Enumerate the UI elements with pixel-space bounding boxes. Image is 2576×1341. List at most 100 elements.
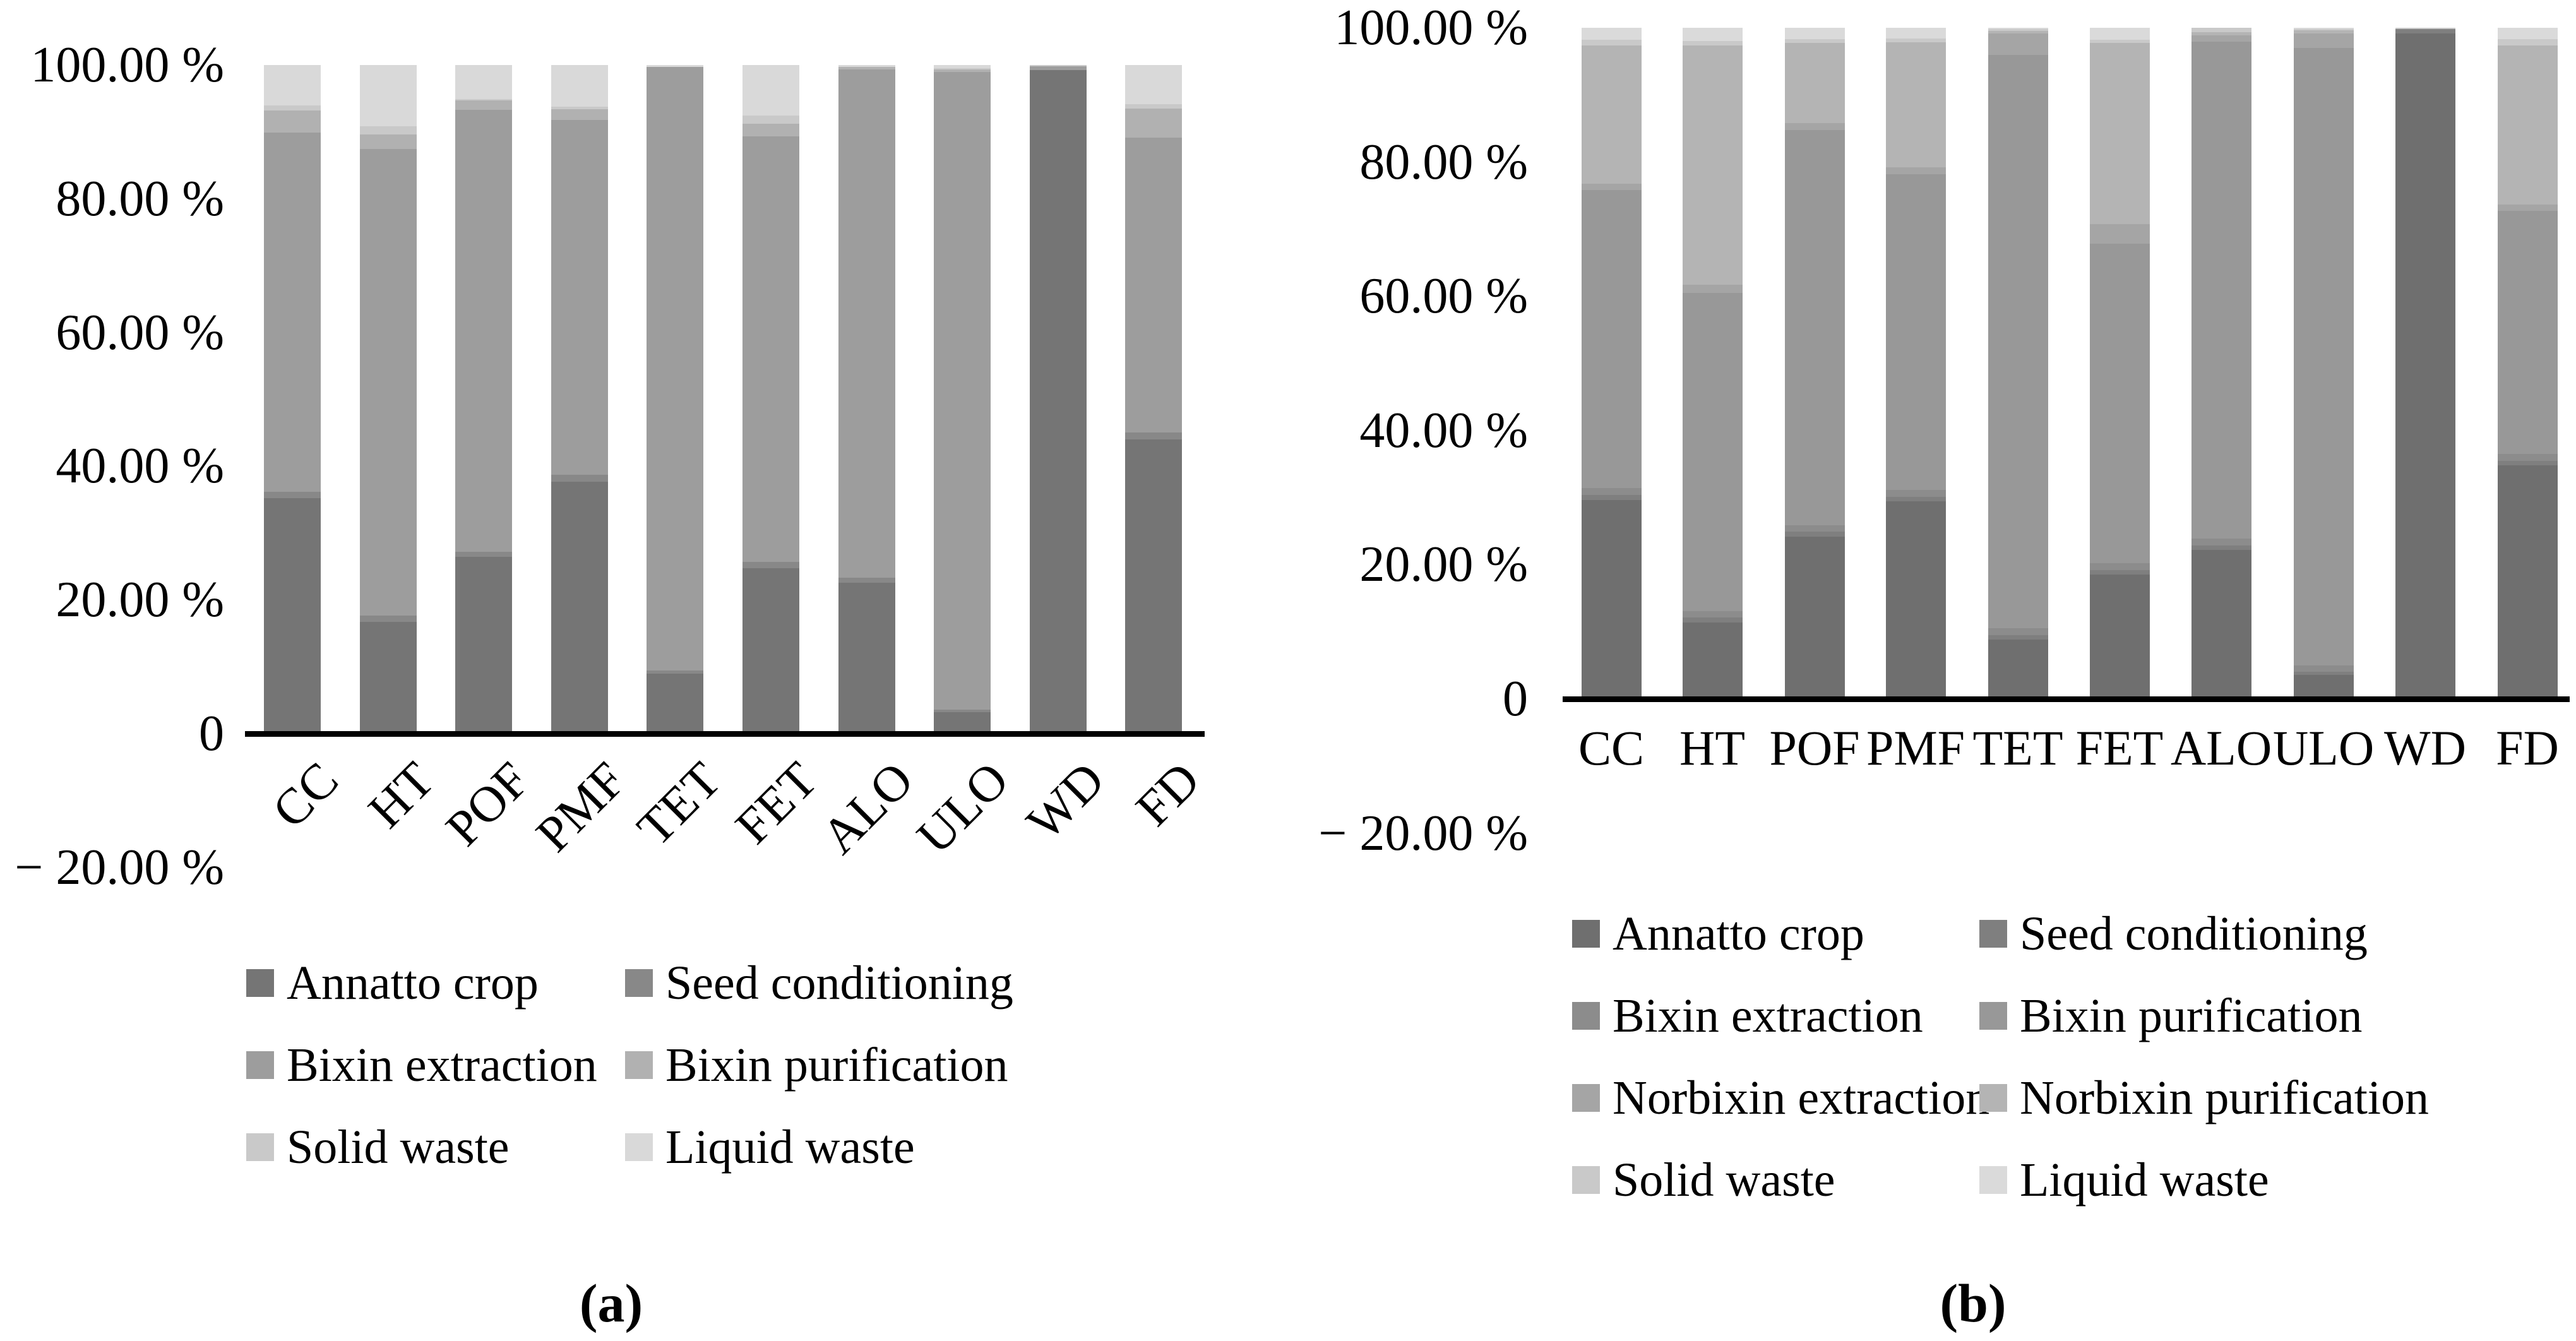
bar-segment-ht-liquid-waste [1682, 28, 1743, 42]
x-axis-line [245, 731, 1205, 737]
bar-segment-alo-annatto-crop [838, 582, 895, 734]
bar-segment-wd-solid-waste [1030, 65, 1087, 67]
legend-swatch-liquid-waste [1979, 1166, 2007, 1194]
bar-segment-fet-seed-conditioning [742, 561, 799, 569]
bar-segment-cc-bixin-purification [1581, 190, 1642, 489]
bar-segment-wd-annatto-crop [1030, 70, 1087, 734]
bar-segment-ht-solid-waste [1682, 41, 1743, 45]
bar-segment-ulo-annatto-crop [934, 712, 991, 734]
y-tick-label: 60.00 % [1359, 268, 1528, 325]
bar-segment-ulo-liquid-waste [2293, 28, 2354, 30]
bar-segment-fd-solid-waste [2497, 39, 2558, 45]
y-tick-label: 40.00 % [1359, 402, 1528, 458]
bar-segment-ht-annatto-crop [1682, 622, 1743, 699]
bar-segment-pmf-liquid-waste [1885, 28, 1946, 39]
bar-segment-ulo-norbixin-extraction [2293, 33, 2354, 48]
legend-swatch-annatto-crop [1572, 920, 1600, 948]
x-category-label: FD [2496, 720, 2559, 775]
bar-segment-cc-seed-conditioning [1581, 494, 1642, 501]
bar-segment-cc-liquid-waste [264, 65, 321, 105]
bar-segment-alo-solid-waste [2191, 28, 2251, 33]
bar-segment-pmf-seed-conditioning [551, 475, 608, 482]
y-tick-label: 60.00 % [56, 304, 224, 361]
bar-segment-pof-norbixin-purification [1784, 43, 1845, 123]
bar-segment-ulo-liquid-waste [934, 65, 991, 69]
bar-segment-pof-bixin-extraction [455, 109, 512, 552]
bar-segment-wd-annatto-crop [2395, 33, 2455, 699]
bar-segment-alo-seed-conditioning [838, 578, 895, 583]
bar-segment-tet-norbixin-purification [1988, 31, 2048, 33]
bar-segment-cc-seed-conditioning [264, 491, 321, 499]
bar-segment-ht-bixin-purification [360, 134, 417, 150]
legend-label: Solid waste [1613, 1153, 1835, 1207]
legend-swatch-norbixin-purification [1979, 1084, 2007, 1112]
bar-segment-pmf-annatto-crop [1885, 501, 1946, 699]
bar-segment-pof-bixin-purification [1784, 129, 1845, 525]
legend-swatch-bixin-extraction [1572, 1002, 1600, 1030]
legend-label: Bixin purification [665, 1039, 1008, 1092]
bar-segment-pmf-norbixin-purification [1885, 42, 1946, 168]
bar-segment-alo-bixin-extraction [2191, 538, 2251, 545]
legend-swatch-seed-conditioning [1979, 920, 2007, 948]
bar-segment-ulo-bixin-purification [2293, 47, 2354, 665]
bar-segment-pof-liquid-waste [455, 65, 512, 99]
bar-segment-fet-seed-conditioning [2089, 569, 2150, 575]
x-category-label: HT [1679, 720, 1745, 775]
bar-segment-alo-annatto-crop [2191, 550, 2251, 699]
bar-segment-fd-bixin-purification [2497, 211, 2558, 454]
bar-segment-pmf-annatto-crop [551, 481, 608, 734]
bar-segment-pmf-bixin-extraction [551, 119, 608, 475]
bar-segment-ht-solid-waste [360, 126, 417, 135]
legend-label: Seed conditioning [665, 957, 1013, 1010]
bar-segment-fet-solid-waste [742, 116, 799, 124]
bar-segment-tet-liquid-waste [647, 65, 703, 68]
bar-segment-pof-annatto-crop [455, 557, 512, 734]
bar-segment-wd-solid-waste [2395, 28, 2455, 30]
bar-segment-tet-bixin-extraction [1988, 628, 2048, 635]
x-category-label: FET [2075, 720, 2164, 775]
legend-label: Liquid waste [665, 1121, 915, 1174]
bar-segment-fd-seed-conditioning [2497, 460, 2558, 466]
bar-segment-tet-seed-conditioning [647, 670, 703, 674]
bar-segment-tet-annatto-crop [1988, 640, 2048, 699]
bar-segment-pmf-bixin-extraction [1885, 490, 1946, 498]
legend-label: Seed conditioning [2020, 907, 2368, 960]
legend-swatch-annatto-crop [246, 969, 274, 997]
bar-segment-fd-norbixin-extraction [2497, 204, 2558, 212]
bar-segment-ht-bixin-purification [1682, 292, 1743, 611]
bar-segment-tet-seed-conditioning [1988, 635, 2048, 640]
y-tick-label: 0 [199, 706, 224, 761]
bar-segment-wd-bixin-extraction [1030, 66, 1087, 71]
legend-swatch-bixin-purification [625, 1051, 653, 1079]
bar-segment-wd-seed-conditioning [2395, 29, 2455, 33]
x-category-label: PMF [1866, 720, 1965, 775]
caption-a: (a) [579, 1273, 643, 1333]
bar-segment-fet-norbixin-purification [2089, 43, 2150, 225]
bar-segment-pof-liquid-waste [1784, 28, 1845, 40]
bar-segment-fd-annatto-crop [1125, 439, 1182, 734]
legend-swatch-norbixin-extraction [1572, 1084, 1600, 1112]
bar-segment-fet-bixin-purification [2089, 244, 2150, 564]
bar-segment-pmf-norbixin-extraction [1885, 167, 1946, 174]
bar-segment-ulo-bixin-purification [934, 69, 991, 72]
bar-segment-ht-liquid-waste [360, 65, 417, 127]
x-category-label: TET [1972, 720, 2063, 775]
x-axis-line [1563, 696, 2570, 702]
bar-segment-cc-bixin-extraction [1581, 488, 1642, 495]
x-category-label: ULO [2272, 720, 2375, 775]
bar-segment-cc-annatto-crop [264, 498, 321, 734]
bar-segment-fet-solid-waste [2089, 40, 2150, 44]
x-category-label: WD [2384, 720, 2466, 775]
bar-segment-ht-norbixin-purification [1682, 45, 1743, 285]
bar-segment-ulo-bixin-extraction [934, 71, 991, 710]
bar-segment-ulo-solid-waste [934, 68, 991, 70]
bar-segment-fd-bixin-extraction [1125, 138, 1182, 433]
y-tick-label: 100.00 % [1334, 0, 1528, 56]
bar-segment-pof-norbixin-extraction [1784, 122, 1845, 130]
bar-segment-alo-liquid-waste [838, 65, 895, 68]
legend-swatch-seed-conditioning [625, 969, 653, 997]
y-tick-label: − 20.00 % [1318, 805, 1528, 861]
bar-segment-fd-seed-conditioning [1125, 432, 1182, 440]
